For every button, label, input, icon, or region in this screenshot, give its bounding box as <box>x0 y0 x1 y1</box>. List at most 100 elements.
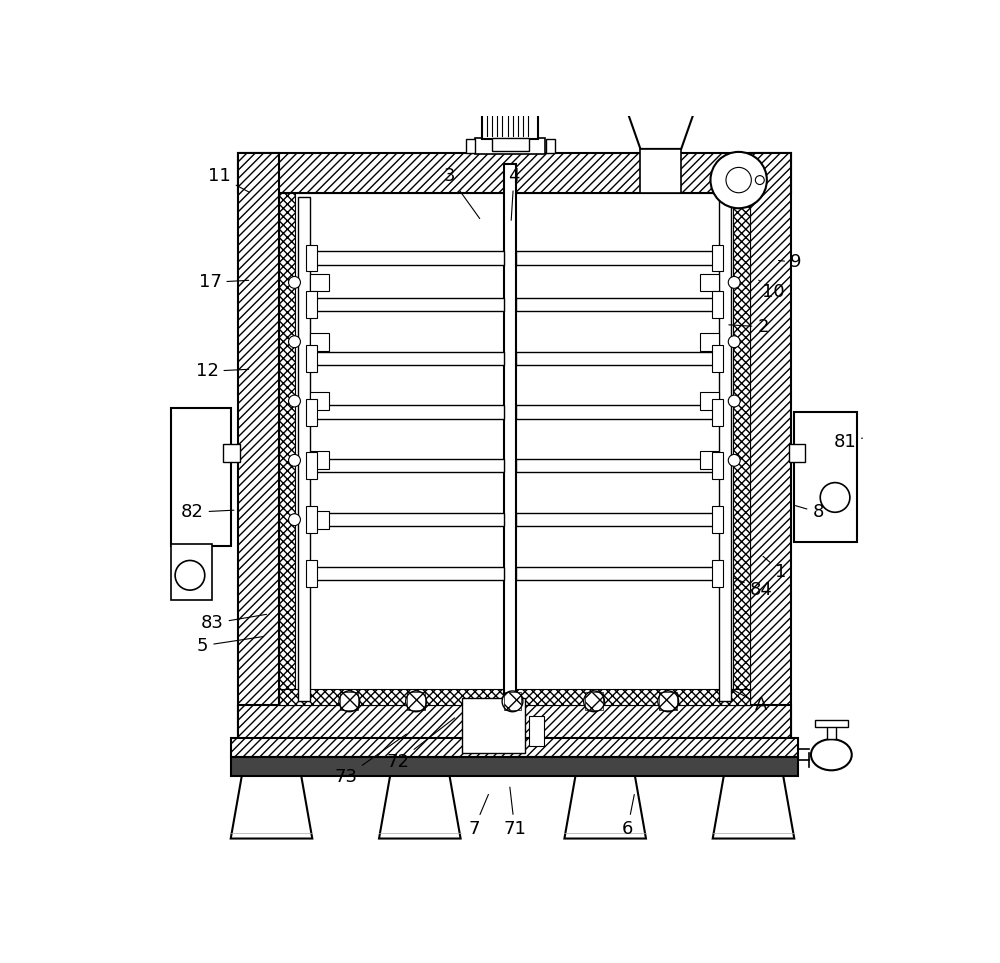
Polygon shape <box>231 775 312 839</box>
Bar <box>306 245 317 272</box>
Bar <box>529 716 544 745</box>
Circle shape <box>726 168 751 193</box>
Bar <box>231 739 798 757</box>
Bar <box>659 692 677 711</box>
Bar <box>516 405 714 419</box>
Bar <box>462 697 525 753</box>
Bar <box>306 399 317 426</box>
Bar <box>306 560 317 587</box>
Bar <box>279 164 750 194</box>
Circle shape <box>289 276 300 288</box>
Text: 4: 4 <box>508 168 520 221</box>
Bar <box>794 412 857 542</box>
Bar <box>310 273 329 291</box>
Bar <box>306 346 317 372</box>
Circle shape <box>175 560 205 590</box>
Bar <box>733 194 750 705</box>
Text: 12: 12 <box>196 362 249 380</box>
Circle shape <box>728 276 740 288</box>
Text: 8: 8 <box>795 504 824 521</box>
Bar <box>700 333 719 351</box>
Bar <box>712 507 723 534</box>
Circle shape <box>755 175 764 185</box>
Bar <box>310 510 329 529</box>
Polygon shape <box>564 775 646 839</box>
Bar <box>231 757 798 775</box>
Circle shape <box>658 691 679 712</box>
Bar <box>310 452 329 469</box>
Bar <box>466 140 475 152</box>
Text: 2: 2 <box>729 318 769 336</box>
Bar <box>279 194 750 705</box>
Bar <box>310 333 329 351</box>
Bar <box>279 194 295 705</box>
Bar <box>516 459 714 472</box>
Text: 81: 81 <box>833 432 862 451</box>
Bar <box>712 291 723 318</box>
Bar <box>482 93 538 140</box>
Bar <box>546 140 555 152</box>
Bar <box>516 513 714 527</box>
Bar <box>516 298 714 311</box>
Bar <box>712 346 723 372</box>
Bar <box>171 408 231 546</box>
Circle shape <box>710 152 767 208</box>
Bar <box>238 152 279 742</box>
Text: 83: 83 <box>201 614 267 633</box>
Circle shape <box>289 336 300 348</box>
Bar <box>719 197 731 701</box>
Text: 84: 84 <box>734 578 772 599</box>
Bar <box>712 560 723 587</box>
Polygon shape <box>379 775 461 839</box>
Bar <box>279 689 750 705</box>
Bar <box>238 742 279 757</box>
Text: A: A <box>732 690 767 714</box>
Bar <box>700 273 719 291</box>
Bar <box>815 720 848 726</box>
Circle shape <box>406 691 426 712</box>
Bar <box>712 245 723 272</box>
Circle shape <box>289 513 300 526</box>
Bar <box>827 723 836 740</box>
Polygon shape <box>626 107 696 149</box>
Bar <box>494 83 527 93</box>
Text: 6: 6 <box>622 794 634 838</box>
Bar <box>315 567 504 581</box>
Bar <box>223 444 240 462</box>
Circle shape <box>820 482 850 512</box>
Bar <box>340 692 358 711</box>
Bar <box>504 164 516 705</box>
Bar <box>315 513 504 527</box>
Polygon shape <box>713 775 794 839</box>
Bar <box>238 705 791 742</box>
Bar <box>712 453 723 479</box>
Bar <box>475 138 545 154</box>
Text: 3: 3 <box>444 168 480 219</box>
Bar <box>516 352 714 365</box>
Bar <box>306 453 317 479</box>
Bar <box>171 544 212 600</box>
Bar <box>750 152 791 742</box>
Bar <box>516 567 714 581</box>
Circle shape <box>339 691 360 712</box>
Bar <box>238 152 791 194</box>
Text: 9: 9 <box>778 253 802 272</box>
Text: 7: 7 <box>468 794 488 838</box>
Bar <box>306 291 317 318</box>
Bar <box>640 149 681 194</box>
Bar <box>407 692 425 711</box>
Bar <box>700 452 719 469</box>
Bar <box>310 392 329 410</box>
Text: 1: 1 <box>763 557 787 581</box>
Text: 71: 71 <box>503 787 526 838</box>
Bar <box>700 392 719 410</box>
Bar <box>279 742 750 757</box>
Bar <box>315 352 504 365</box>
Text: 5: 5 <box>197 637 264 655</box>
Circle shape <box>728 336 740 348</box>
Text: 17: 17 <box>199 273 249 292</box>
Circle shape <box>289 395 300 407</box>
Bar <box>315 405 504 419</box>
Bar <box>306 507 317 534</box>
Bar <box>298 197 310 701</box>
